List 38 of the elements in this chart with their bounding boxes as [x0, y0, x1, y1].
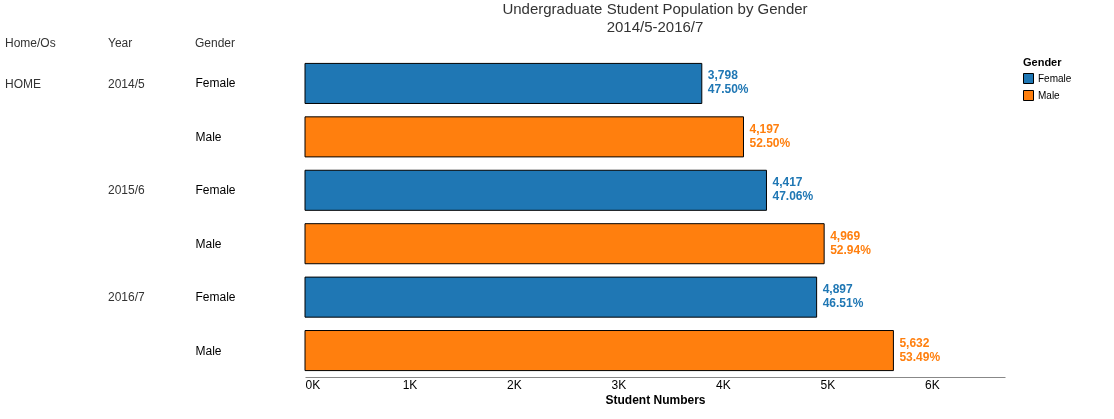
text: HOME	[5, 76, 41, 91]
data-label: 4,197 52.50%	[749, 121, 791, 150]
text: 2016/7	[108, 290, 146, 304]
data-label: 4,417 47.06%	[772, 175, 814, 204]
data-label: 4,897 46.51%	[822, 282, 864, 311]
text: 2014/5	[108, 76, 146, 91]
x-tick-label: 6K	[925, 377, 940, 392]
chart-title: Undergraduate Student Population by Gender	[502, 0, 808, 17]
x-tick-label: 0K	[305, 377, 321, 392]
data-label: 4,969 52.94%	[830, 228, 872, 257]
y-tick-label: Female	[195, 290, 236, 305]
bar	[304, 330, 894, 372]
y-tick-label: Male	[195, 343, 222, 358]
text: 2015/6	[108, 183, 146, 198]
data-label: 3,798 47.50%	[707, 68, 749, 97]
x-tick-label: 2K	[507, 377, 522, 392]
bar	[304, 169, 767, 211]
text: Home/Os	[5, 36, 56, 50]
x-axis-title: Student Numbers	[605, 392, 706, 407]
legend-title: Gender	[1023, 56, 1063, 68]
bar	[304, 276, 818, 318]
text: Gender	[195, 36, 236, 50]
x-tick-label: 5K	[820, 377, 836, 392]
x-tick-label: 3K	[611, 377, 627, 392]
legend-label: Female	[1038, 72, 1072, 84]
chart-subtitle: 2014/5-2016/7	[606, 18, 704, 35]
x-tick-label: 1K	[402, 377, 418, 392]
bar	[304, 116, 744, 158]
bar	[304, 223, 825, 265]
legend-label: Male	[1038, 89, 1061, 101]
y-tick-label: Male	[195, 129, 222, 144]
data-label: 5,632 53.49%	[899, 335, 941, 364]
y-tick-label: Male	[195, 236, 222, 251]
bar	[304, 62, 703, 104]
x-tick-label: 4K	[716, 377, 731, 392]
text: Year	[108, 36, 133, 50]
y-tick-label: Female	[195, 183, 236, 198]
y-tick-label: Female	[195, 76, 236, 91]
